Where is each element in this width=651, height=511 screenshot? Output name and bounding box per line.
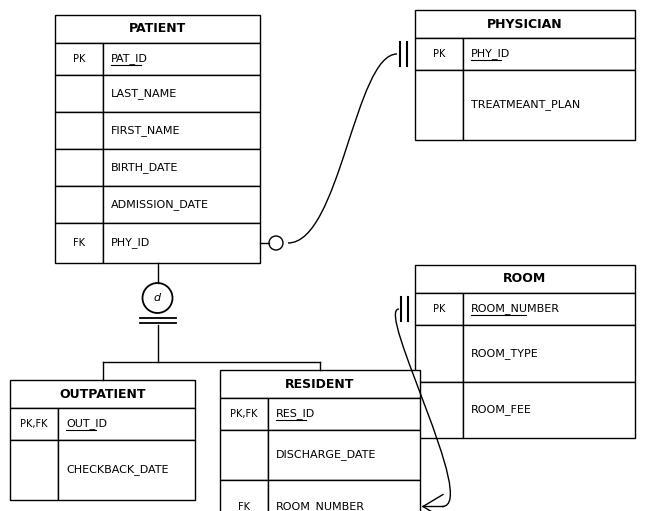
Text: PK: PK — [433, 304, 445, 314]
Text: ROOM_NUMBER: ROOM_NUMBER — [276, 501, 365, 511]
Bar — [58, 408, 195, 440]
Bar — [55, 43, 103, 75]
Bar — [103, 75, 260, 112]
Bar — [55, 186, 103, 223]
Bar — [463, 325, 635, 382]
Text: ROOM_FEE: ROOM_FEE — [471, 405, 532, 415]
Bar — [415, 293, 463, 325]
Bar — [103, 186, 260, 223]
Bar — [103, 223, 260, 263]
Text: FK: FK — [73, 238, 85, 248]
Bar — [10, 440, 58, 500]
Bar — [55, 75, 103, 112]
Bar — [415, 382, 463, 438]
Text: ROOM: ROOM — [503, 272, 547, 286]
Text: LAST_NAME: LAST_NAME — [111, 88, 177, 99]
Bar — [268, 398, 420, 430]
Text: RESIDENT: RESIDENT — [285, 378, 355, 390]
Text: ROOM_NUMBER: ROOM_NUMBER — [471, 304, 560, 314]
Bar — [463, 70, 635, 140]
Text: OUT_ID: OUT_ID — [66, 419, 107, 429]
Text: OUTPATIENT: OUTPATIENT — [59, 387, 146, 401]
Bar — [415, 325, 463, 382]
Text: BIRTH_DATE: BIRTH_DATE — [111, 162, 178, 173]
Bar — [415, 70, 463, 140]
Bar — [268, 480, 420, 511]
Text: PK,FK: PK,FK — [20, 419, 48, 429]
Text: PK: PK — [433, 49, 445, 59]
Text: ROOM_TYPE: ROOM_TYPE — [471, 348, 539, 359]
Bar — [103, 43, 260, 75]
Text: PHY_ID: PHY_ID — [111, 238, 150, 248]
Bar — [220, 430, 268, 480]
Bar — [463, 382, 635, 438]
Bar — [220, 398, 268, 430]
Bar — [220, 370, 420, 398]
Bar — [55, 15, 260, 43]
Text: RES_ID: RES_ID — [276, 409, 315, 420]
Bar — [55, 149, 103, 186]
Text: FIRST_NAME: FIRST_NAME — [111, 125, 180, 136]
Bar — [415, 10, 635, 38]
Bar — [55, 223, 103, 263]
Text: DISCHARGE_DATE: DISCHARGE_DATE — [276, 450, 376, 460]
Text: PHY_ID: PHY_ID — [471, 49, 510, 59]
Text: FK: FK — [238, 501, 250, 511]
Bar — [415, 265, 635, 293]
Text: ADMISSION_DATE: ADMISSION_DATE — [111, 199, 209, 210]
Bar — [10, 380, 195, 408]
Bar — [10, 408, 58, 440]
Text: PHYSICIAN: PHYSICIAN — [487, 17, 563, 31]
Text: PAT_ID: PAT_ID — [111, 54, 148, 64]
Text: PK: PK — [73, 54, 85, 64]
Bar — [463, 38, 635, 70]
Bar — [415, 38, 463, 70]
Bar — [463, 293, 635, 325]
Bar — [58, 440, 195, 500]
Bar — [55, 112, 103, 149]
Text: PK,FK: PK,FK — [230, 409, 258, 419]
Bar — [103, 149, 260, 186]
Text: d: d — [154, 293, 161, 303]
Bar — [103, 112, 260, 149]
Bar — [268, 430, 420, 480]
Text: PATIENT: PATIENT — [129, 22, 186, 35]
Bar — [220, 480, 268, 511]
Text: TREATMEANT_PLAN: TREATMEANT_PLAN — [471, 100, 580, 110]
Text: CHECKBACK_DATE: CHECKBACK_DATE — [66, 464, 169, 475]
